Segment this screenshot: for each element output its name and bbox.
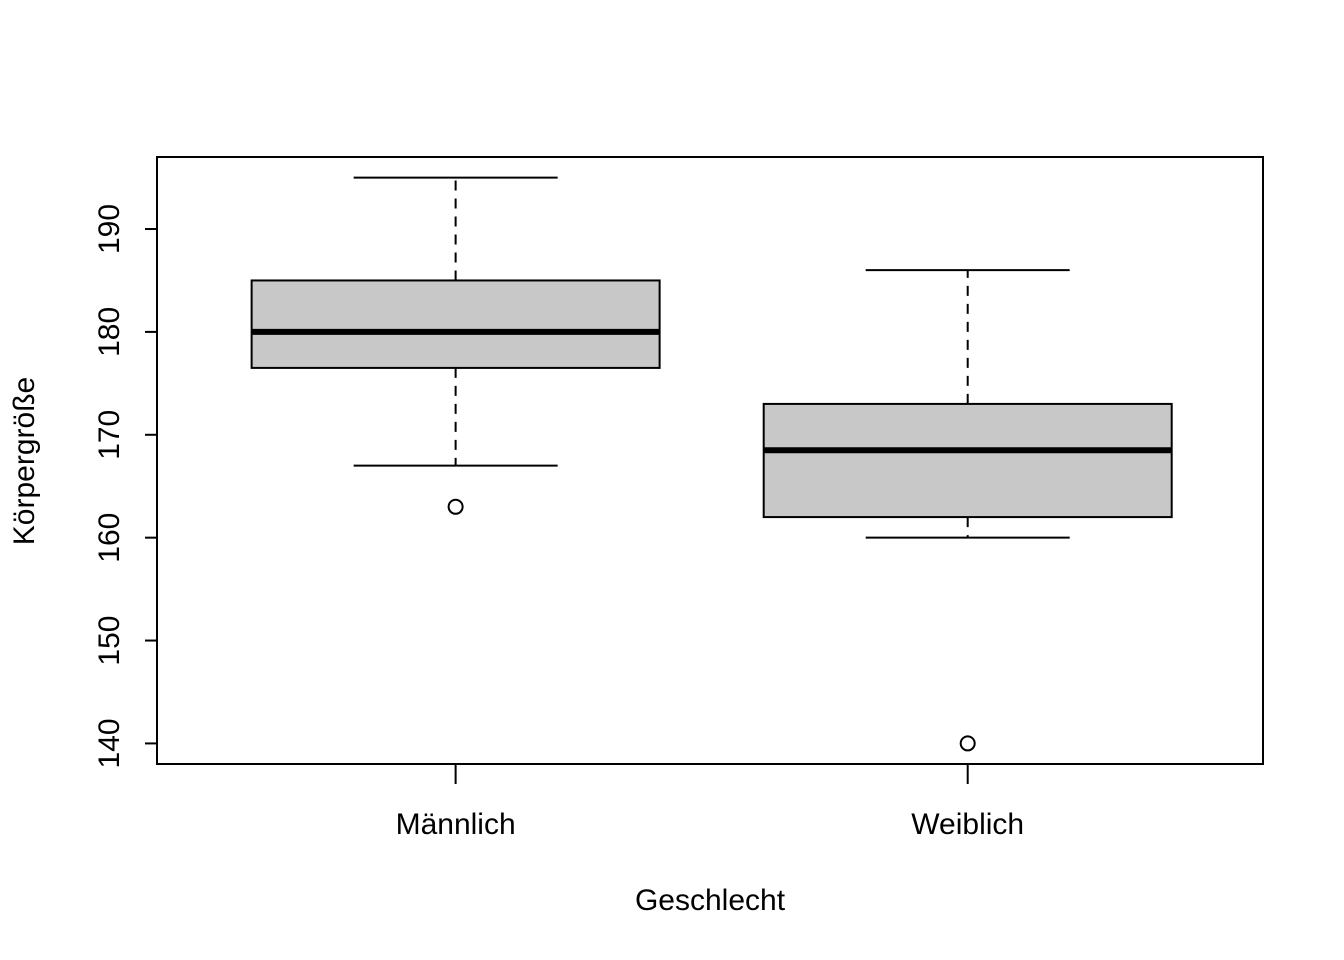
box-group-1 — [250, 176, 661, 515]
outlier-point — [959, 735, 976, 752]
y-tick-label: 140 — [93, 718, 126, 768]
iqr-box — [762, 402, 1173, 519]
y-tick-label: 190 — [93, 204, 126, 254]
y-axis: 140 150 160 170 180 190 — [93, 204, 157, 768]
outlier-point — [447, 498, 464, 515]
x-axis: Männlich Weiblich — [396, 764, 1024, 841]
x-axis-label: Geschlecht — [635, 884, 786, 917]
box-group-2 — [762, 269, 1173, 752]
boxes-layer — [250, 176, 1173, 752]
y-tick-label: 150 — [93, 616, 126, 666]
y-tick-label: 160 — [93, 513, 126, 563]
plot-frame — [156, 156, 1264, 765]
y-axis-label: Körpergröße — [8, 377, 41, 545]
x-tick-label: Weiblich — [911, 808, 1024, 841]
iqr-box — [250, 279, 661, 369]
x-tick-label: Männlich — [396, 808, 516, 841]
y-tick-label: 170 — [93, 410, 126, 460]
y-tick-label: 180 — [93, 307, 126, 357]
